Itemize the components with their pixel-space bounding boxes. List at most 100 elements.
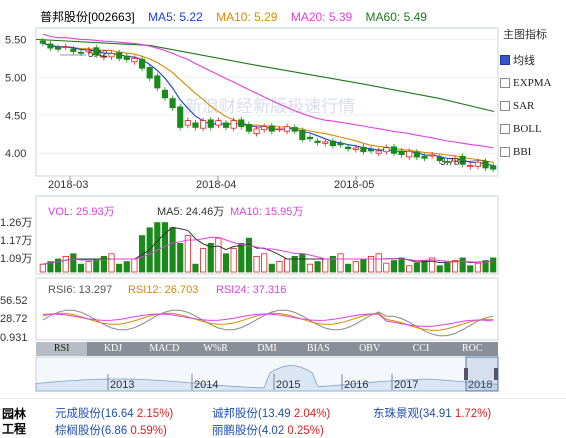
volume-bar bbox=[322, 258, 329, 273]
candle-body bbox=[245, 123, 252, 132]
candle-body bbox=[390, 146, 398, 154]
price-axis: 5.50 5.00 4.50 4.00 bbox=[5, 34, 26, 160]
candle-body bbox=[169, 98, 176, 109]
candle-body bbox=[314, 140, 321, 144]
volume-bar bbox=[215, 237, 222, 273]
volume-bar bbox=[62, 255, 69, 273]
candle-body bbox=[93, 47, 100, 56]
volume-bar bbox=[261, 253, 268, 273]
volume-bar bbox=[352, 261, 359, 273]
candle-body bbox=[184, 120, 191, 126]
candle-body bbox=[77, 51, 85, 54]
volume-axis: 1.26万 1.17万 1.09万 bbox=[0, 217, 32, 265]
rsi-tick-label: 0.931 bbox=[0, 332, 28, 344]
candle-body bbox=[490, 165, 497, 170]
year-label: 2017 bbox=[394, 379, 418, 391]
rsi-tick-label: 56.52 bbox=[0, 295, 28, 307]
volume-bar bbox=[154, 222, 161, 273]
volume-bar bbox=[253, 255, 260, 273]
candle-body bbox=[215, 120, 222, 126]
candle-body bbox=[161, 89, 169, 99]
tab-cci[interactable]: CCI bbox=[412, 343, 430, 354]
related-stocks-panel: 园林工程 元成股份(16.64 2.15%) 诚邦股份(13.49 2.04%)… bbox=[0, 398, 566, 437]
kline-chart[interactable]: 5.50 5.00 4.50 4.00 新浪财经新版极速行情 5.42 3.78 20… bbox=[0, 0, 566, 400]
volume-bar bbox=[398, 257, 405, 273]
candle-body bbox=[375, 150, 382, 154]
related-stock[interactable]: 诚邦股份(13.49 2.04%) bbox=[212, 408, 331, 420]
date-axis: 2018-03 2018-04 2018-05 bbox=[48, 176, 374, 191]
date-tick-label: 2018-05 bbox=[334, 179, 374, 191]
timeline-selection[interactable] bbox=[465, 356, 499, 392]
tab-roc[interactable]: ROC bbox=[462, 343, 483, 354]
timeline-handle-right[interactable] bbox=[494, 368, 498, 380]
tab-dmi[interactable]: DMI bbox=[257, 343, 277, 354]
tab-bias[interactable]: BIAS bbox=[306, 343, 330, 354]
volume-bar bbox=[245, 237, 252, 273]
tab-obv[interactable]: OBV bbox=[359, 343, 381, 354]
checkbox-icon[interactable] bbox=[500, 77, 510, 88]
price-tick-label: 4.50 bbox=[5, 110, 26, 122]
candle-body bbox=[268, 125, 275, 132]
checkbox-icon[interactable] bbox=[500, 54, 510, 65]
price-tick-label: 5.00 bbox=[5, 72, 26, 84]
stock-title: 普邦股份[002663] bbox=[40, 10, 135, 24]
volume-bar bbox=[47, 261, 54, 273]
ma10-series bbox=[42, 42, 494, 163]
rsi-axis: 56.52 28.72 0.931 bbox=[0, 295, 28, 344]
checkbox-icon[interactable] bbox=[500, 123, 510, 134]
vol-ma5-label: MA5: 24.46万 bbox=[157, 206, 224, 218]
indicator-bbi[interactable]: BBI bbox=[500, 142, 566, 161]
candle-body bbox=[436, 156, 443, 162]
related-stock[interactable]: 棕榈股份(6.86 0.59%) bbox=[55, 425, 167, 437]
timeline-years: 2013 2014 2015 2016 2017 2018 bbox=[107, 374, 492, 391]
related-stock[interactable]: 东珠景观(34.91 1.72%) bbox=[373, 408, 492, 420]
rsi-lines bbox=[42, 309, 494, 337]
tab-rsi[interactable]: RSI bbox=[36, 342, 88, 356]
candle-body bbox=[383, 147, 390, 153]
candle-body bbox=[207, 119, 214, 128]
year-label: 2016 bbox=[344, 379, 368, 391]
low-annotation: 3.78 bbox=[440, 157, 460, 168]
volume-bar bbox=[100, 255, 107, 273]
chart-header: 普邦股份[002663] MA5: 5.22 MA10: 5.29 MA20: … bbox=[40, 8, 437, 25]
volume-bar bbox=[436, 265, 443, 273]
candle-body bbox=[398, 150, 405, 155]
indicator-ma[interactable]: 均线 bbox=[500, 50, 566, 69]
vol-ma10-label: MA10: 15.95万 bbox=[230, 206, 303, 218]
indicator-sar[interactable]: SAR bbox=[500, 96, 566, 115]
candle-body bbox=[444, 161, 451, 163]
candlesticks bbox=[39, 37, 497, 173]
volume-bar bbox=[116, 263, 123, 273]
checkbox-icon[interactable] bbox=[500, 146, 510, 157]
candle-body bbox=[146, 67, 153, 79]
ma5-label: MA5: 5.22 bbox=[148, 10, 203, 24]
volume-bar bbox=[131, 258, 138, 273]
watermark: 新浪财经新版极速行情 bbox=[185, 97, 355, 116]
tab-macd[interactable]: MACD bbox=[149, 343, 180, 354]
ma60-series bbox=[35, 38, 495, 113]
ma60-line bbox=[35, 38, 495, 113]
indicator-boll[interactable]: BOLL bbox=[500, 119, 566, 138]
volume-bar bbox=[421, 260, 428, 273]
candle-body bbox=[421, 155, 428, 159]
candle-body bbox=[459, 155, 466, 165]
price-tick-label: 5.50 bbox=[5, 34, 26, 46]
volume-bar bbox=[238, 242, 245, 273]
tab-kdj[interactable]: KDJ bbox=[103, 343, 123, 354]
related-stock[interactable]: 元成股份(16.64 2.15%) bbox=[55, 408, 174, 420]
timeline-handle-left[interactable] bbox=[464, 368, 468, 380]
related-stock[interactable]: 丽鹏股份(4.02 0.25%) bbox=[212, 425, 324, 437]
volume-bar bbox=[276, 261, 283, 273]
volume-bar bbox=[390, 260, 398, 273]
volume-bar bbox=[451, 260, 459, 273]
checkbox-icon[interactable] bbox=[500, 100, 510, 111]
volume-bar bbox=[413, 262, 420, 273]
rsi24-series bbox=[42, 313, 494, 327]
candle-body bbox=[238, 119, 245, 128]
tab-wr[interactable]: W%R bbox=[203, 343, 228, 354]
volume-bar bbox=[490, 257, 497, 273]
indicator-expma[interactable]: EXPMA bbox=[500, 73, 566, 92]
candle-body bbox=[482, 161, 489, 169]
candle-body bbox=[108, 53, 115, 58]
candle-body bbox=[413, 151, 420, 158]
